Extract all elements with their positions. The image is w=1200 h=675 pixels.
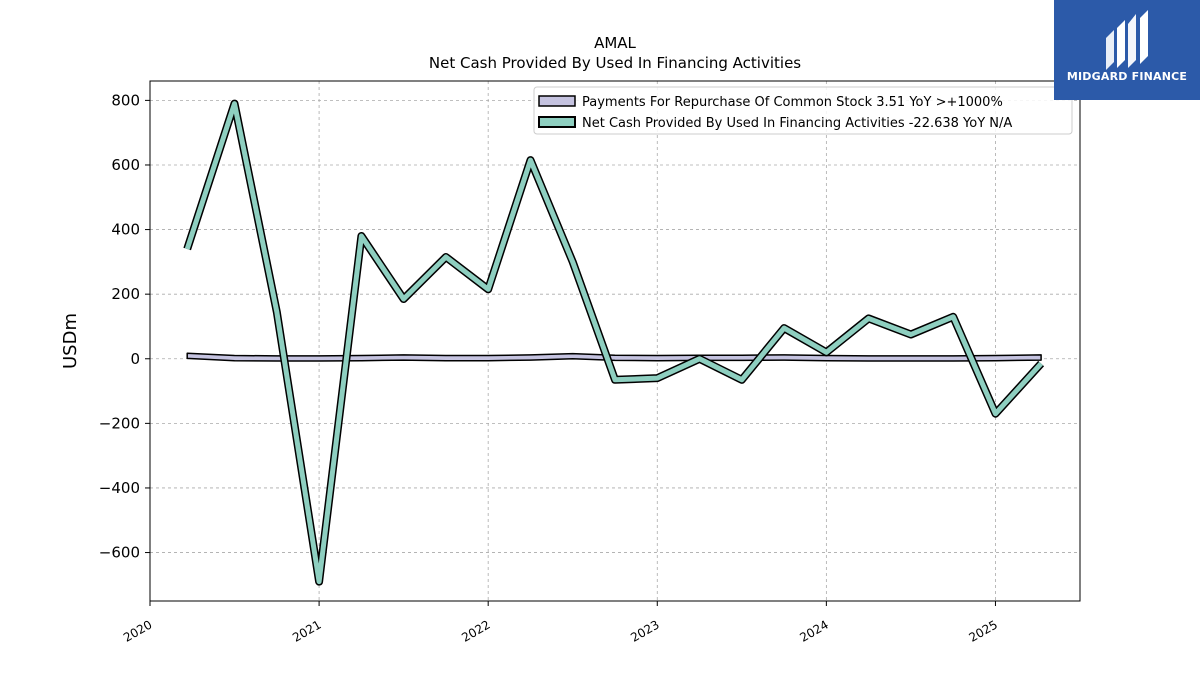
series-band-repurchase — [186, 352, 1042, 362]
midgard-finance-logo: MIDGARD FINANCE — [1054, 0, 1200, 100]
x-tick-label: 2021 — [290, 617, 323, 644]
legend-label: Net Cash Provided By Used In Financing A… — [582, 116, 1012, 131]
y-tick-label: −200 — [99, 414, 140, 432]
x-tick-label: 2023 — [628, 617, 661, 644]
x-tick-label: 2024 — [797, 617, 830, 644]
series-outline-financing — [183, 99, 1045, 586]
y-axis-label: USDm — [60, 313, 81, 369]
legend-label: Payments For Repurchase Of Common Stock … — [582, 95, 1003, 110]
y-tick-label: 0 — [130, 350, 140, 368]
grid — [149, 81, 1080, 601]
logo-text: MIDGARD FINANCE — [1066, 70, 1188, 83]
axis-ticks: −600 −400 −200 0 200 400 600 800 2020 2021 2022 202… — [99, 91, 1000, 644]
y-tick-label: 800 — [111, 91, 140, 109]
plot-frame — [149, 80, 1081, 602]
chart-subtitle: Net Cash Provided By Used In Financing A… — [429, 54, 801, 72]
y-tick-label: −600 — [99, 544, 140, 562]
legend-box — [533, 86, 1073, 135]
legend: Payments For Repurchase Of Common Stock … — [533, 86, 1073, 135]
y-tick-label: −400 — [99, 479, 140, 497]
x-tick-label: 2020 — [121, 617, 154, 644]
x-tick-label: 2022 — [459, 617, 492, 644]
logo-mark-icon — [1054, 0, 1200, 100]
chart-title: AMAL — [594, 34, 636, 52]
series-layer — [183, 99, 1045, 586]
series-line-financing — [184, 101, 1043, 585]
y-tick-label: 200 — [111, 285, 140, 303]
y-tick-label: 600 — [111, 156, 140, 174]
y-tick-label: 400 — [111, 221, 140, 239]
legend-swatch — [538, 95, 576, 107]
x-tick-label: 2025 — [967, 617, 1000, 644]
legend-swatch — [538, 116, 576, 128]
